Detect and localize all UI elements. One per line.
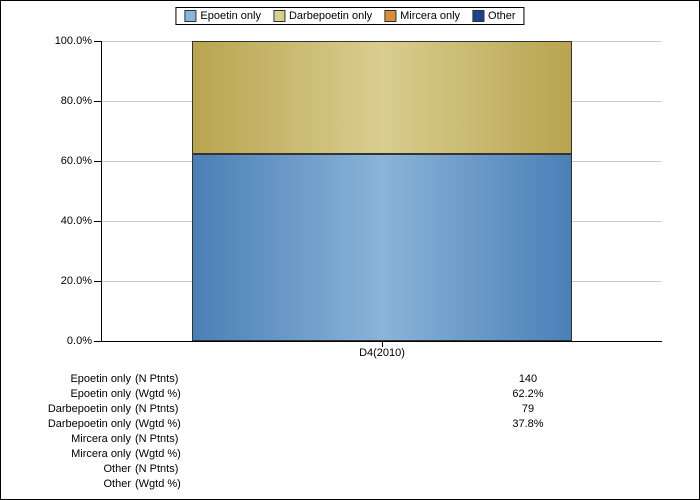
legend: Epoetin only Darbepoetin only Mircera only… bbox=[175, 7, 524, 25]
legend-swatch-1 bbox=[273, 10, 285, 22]
row-metric: (N Ptnts) bbox=[135, 463, 195, 475]
row-label: Other bbox=[1, 478, 135, 490]
data-table: Epoetin only(N Ptnts)140Epoetin only(Wgt… bbox=[1, 371, 700, 491]
y-tick-label: 20.0% bbox=[61, 275, 102, 287]
row-metric: (N Ptnts) bbox=[135, 403, 195, 415]
legend-item-2: Mircera only bbox=[384, 10, 460, 22]
table-row: Epoetin only(Wgtd %)62.2% bbox=[1, 386, 700, 401]
legend-item-0: Epoetin only bbox=[184, 10, 261, 22]
row-label: Mircera only bbox=[1, 433, 135, 445]
row-label: Other bbox=[1, 463, 135, 475]
legend-label-0: Epoetin only bbox=[200, 10, 261, 22]
row-label: Epoetin only bbox=[1, 388, 135, 400]
table-row: Mircera only(Wgtd %) bbox=[1, 446, 700, 461]
y-tick-label: 80.0% bbox=[61, 95, 102, 107]
row-metric: (N Ptnts) bbox=[135, 373, 195, 385]
table-row: Epoetin only(N Ptnts)140 bbox=[1, 371, 700, 386]
plot-area: 0.0%20.0%40.0%60.0%80.0%100.0%D4(2010) bbox=[101, 41, 662, 342]
table-row: Other(N Ptnts) bbox=[1, 461, 700, 476]
row-value: 62.2% bbox=[195, 388, 700, 400]
y-tick-label: 0.0% bbox=[67, 335, 102, 347]
row-metric: (Wgtd %) bbox=[135, 478, 195, 490]
row-metric: (N Ptnts) bbox=[135, 433, 195, 445]
row-metric: (Wgtd %) bbox=[135, 388, 195, 400]
bar-segment bbox=[192, 154, 573, 341]
row-metric: (Wgtd %) bbox=[135, 418, 195, 430]
x-tick-label: D4(2010) bbox=[359, 341, 405, 359]
legend-label-1: Darbepoetin only bbox=[289, 10, 372, 22]
row-value: 140 bbox=[195, 373, 700, 385]
y-tick-label: 40.0% bbox=[61, 215, 102, 227]
legend-item-3: Other bbox=[472, 10, 516, 22]
legend-swatch-2 bbox=[384, 10, 396, 22]
row-metric: (Wgtd %) bbox=[135, 448, 195, 460]
row-label: Darbepoetin only bbox=[1, 418, 135, 430]
row-label: Darbepoetin only bbox=[1, 403, 135, 415]
y-tick-label: 100.0% bbox=[55, 35, 102, 47]
row-value: 37.8% bbox=[195, 418, 700, 430]
row-label: Epoetin only bbox=[1, 373, 135, 385]
legend-swatch-3 bbox=[472, 10, 484, 22]
legend-swatch-0 bbox=[184, 10, 196, 22]
row-label: Mircera only bbox=[1, 448, 135, 460]
bar-segment bbox=[192, 41, 573, 154]
chart-frame: Epoetin onlyDarbepoetin onlyMircera only… bbox=[0, 0, 700, 500]
row-value: 79 bbox=[195, 403, 700, 415]
table-row: Mircera only(N Ptnts) bbox=[1, 431, 700, 446]
legend-label-3: Other bbox=[488, 10, 516, 22]
table-row: Darbepoetin only(Wgtd %)37.8% bbox=[1, 416, 700, 431]
legend-item-1: Darbepoetin only bbox=[273, 10, 372, 22]
table-row: Darbepoetin only(N Ptnts)79 bbox=[1, 401, 700, 416]
table-row: Other(Wgtd %) bbox=[1, 476, 700, 491]
y-tick-label: 60.0% bbox=[61, 155, 102, 167]
legend-label-2: Mircera only bbox=[400, 10, 460, 22]
bar-group bbox=[192, 41, 573, 341]
